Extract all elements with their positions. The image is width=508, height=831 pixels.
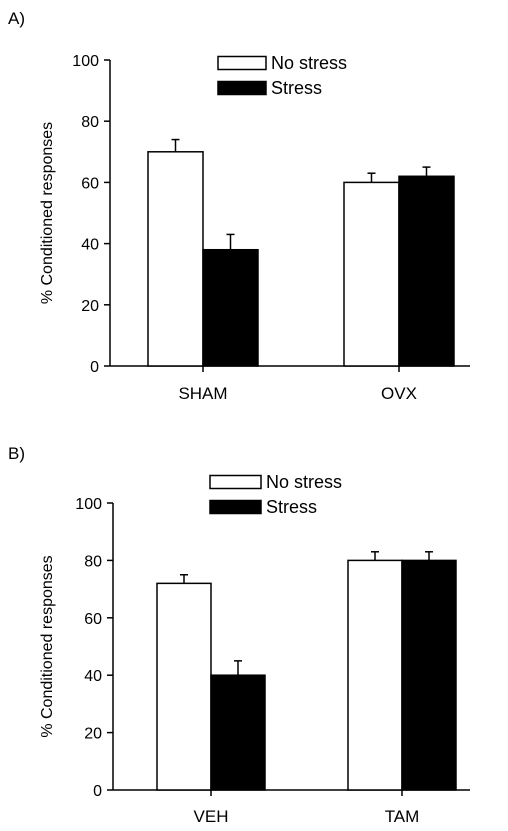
y-tick-label: 100 xyxy=(72,53,99,70)
y-tick-label: 0 xyxy=(93,783,102,800)
bar-tam-no-stress xyxy=(347,559,403,791)
bar-sham-stress xyxy=(202,248,259,367)
bar-sham-no-stress xyxy=(147,151,204,367)
legend-label: Stress xyxy=(271,78,322,98)
y-tick-label: 20 xyxy=(81,298,99,315)
x-tick-label: OVX xyxy=(381,384,417,403)
legend-label: No stress xyxy=(271,53,347,73)
y-tick-label: 20 xyxy=(84,726,102,743)
y-tick-label: 0 xyxy=(90,359,99,376)
y-tick-label: 60 xyxy=(84,611,102,628)
bar-veh-stress xyxy=(210,674,266,791)
x-tick-label: VEH xyxy=(194,807,229,826)
panel-label: B) xyxy=(8,444,25,463)
y-tick-label: 40 xyxy=(84,668,102,685)
legend-swatch xyxy=(217,55,267,71)
bar-tam-stress xyxy=(401,559,457,791)
bar-ovx-stress xyxy=(398,175,455,367)
bar-veh-no-stress xyxy=(156,582,212,791)
y-tick-label: 80 xyxy=(84,553,102,570)
legend-label: No stress xyxy=(266,472,342,492)
y-tick-label: 80 xyxy=(81,114,99,131)
legend-swatch xyxy=(209,499,262,515)
bar-ovx-no-stress xyxy=(343,181,400,367)
y-tick-label: 60 xyxy=(81,175,99,192)
y-tick-label: 40 xyxy=(81,237,99,254)
y-axis-title: % Conditioned responses xyxy=(39,555,56,737)
x-tick-label: TAM xyxy=(385,807,420,826)
legend-label: Stress xyxy=(266,497,317,517)
legend-swatch xyxy=(209,474,262,490)
panel-label: A) xyxy=(8,9,25,28)
y-tick-label: 100 xyxy=(75,496,102,513)
x-tick-label: SHAM xyxy=(178,384,227,403)
legend-swatch xyxy=(217,80,267,96)
y-axis-title: % Conditioned responses xyxy=(39,122,56,304)
